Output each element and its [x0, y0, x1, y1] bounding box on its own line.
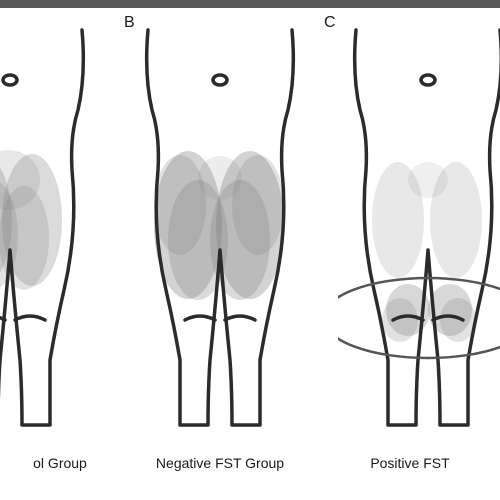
- panel-C: C: [320, 8, 500, 448]
- panel-B: B: [120, 8, 320, 448]
- knee-crease-right: [225, 316, 255, 320]
- navel-icon: [3, 75, 17, 85]
- body-figure: [338, 20, 500, 440]
- figure-wrapper: [338, 20, 500, 440]
- body-figure: [0, 20, 100, 440]
- knee-crease-right: [15, 316, 45, 320]
- panel-caption: ol Group: [0, 455, 120, 471]
- panels-row: BC: [0, 8, 500, 448]
- figure-wrapper: [130, 20, 310, 440]
- figure-wrapper: [0, 20, 100, 440]
- panel-label: C: [324, 14, 336, 32]
- knee-crease-left: [185, 316, 215, 320]
- panel-caption: Negative FST Group: [120, 455, 320, 471]
- panel-A: [0, 8, 120, 448]
- top-bar: [0, 0, 500, 8]
- captions-row: ol GroupNegative FST GroupPositive FST: [0, 455, 500, 471]
- navel-icon: [421, 75, 435, 85]
- panel-caption: Positive FST: [320, 455, 500, 471]
- navel-icon: [213, 75, 227, 85]
- body-figure: [130, 20, 310, 440]
